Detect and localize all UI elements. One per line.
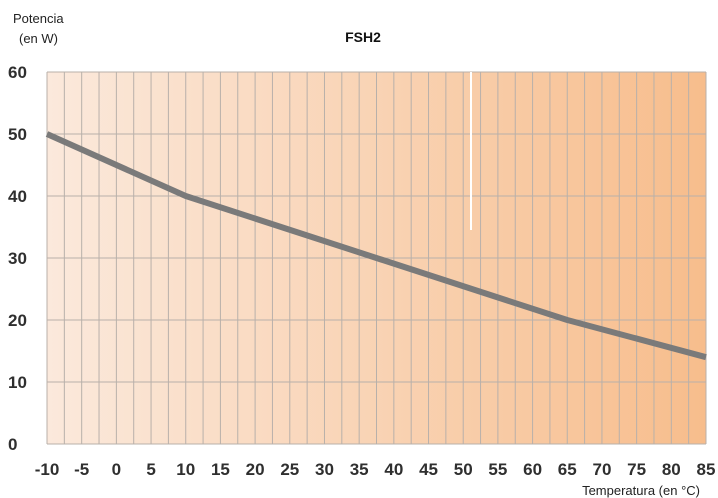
x-tick-label: 45 [419, 460, 438, 479]
x-tick-label: 75 [627, 460, 646, 479]
y-axis-label-line2: (en W) [19, 31, 58, 46]
x-tick-label: 10 [176, 460, 195, 479]
x-tick-label: 40 [384, 460, 403, 479]
x-tick-label: 30 [315, 460, 334, 479]
x-tick-label: 15 [211, 460, 230, 479]
y-tick-label: 50 [8, 125, 27, 144]
series-group [45, 131, 707, 361]
y-tick-label: 40 [8, 187, 27, 206]
x-tick-label: 25 [280, 460, 299, 479]
x-tick-label: 35 [350, 460, 369, 479]
y-axis-label-line1: Potencia [13, 11, 64, 26]
x-tick-label: 5 [146, 460, 155, 479]
y-tick-labels: 0 10 20 30 40 50 60 [8, 63, 27, 454]
x-tick-label: 20 [246, 460, 265, 479]
y-tick-label: 30 [8, 249, 27, 268]
y-tick-label: 20 [8, 311, 27, 330]
x-tick-labels: -10 -5 0 5 10 15 20 25 30 35 40 45 50 55 60 65 70 75 80 85 [35, 460, 716, 479]
series-line [45, 131, 707, 361]
x-tick-label: 80 [662, 460, 681, 479]
x-tick-label: 50 [454, 460, 473, 479]
y-tick-label: 60 [8, 63, 27, 82]
chart-title: FSH2 [345, 29, 381, 45]
grid [46, 71, 707, 445]
x-axis-label: Temperatura (en °C) [582, 483, 700, 498]
x-tick-label: 65 [558, 460, 577, 479]
y-tick-label: 0 [8, 435, 17, 454]
x-tick-label: -5 [74, 460, 89, 479]
x-tick-label: 55 [488, 460, 507, 479]
x-tick-label: -10 [35, 460, 60, 479]
x-tick-label: 60 [523, 460, 542, 479]
x-tick-label: 0 [112, 460, 121, 479]
x-tick-label: 85 [697, 460, 716, 479]
x-tick-label: 70 [592, 460, 611, 479]
y-tick-label: 10 [8, 373, 27, 392]
